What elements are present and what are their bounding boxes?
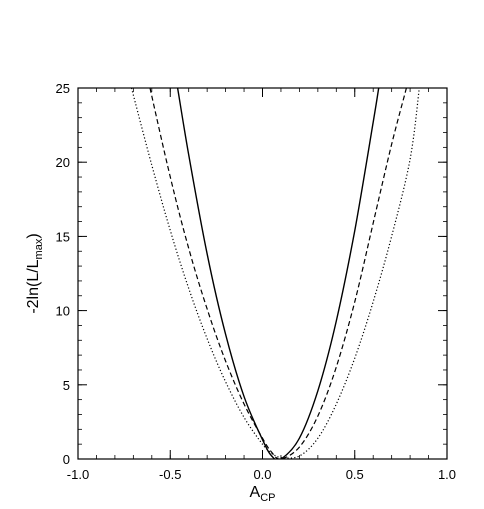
y-tick-label: 0 — [63, 452, 70, 467]
series-line-dashed — [149, 88, 407, 459]
y-axis-label: -2ln(L/Lmax) — [25, 233, 45, 313]
y-axis-label-suffix: ) — [25, 233, 42, 238]
y-axis-label-prefix: -2ln(L/L — [25, 259, 42, 313]
x-tick-label: 0.5 — [346, 467, 364, 482]
y-tick-label: 20 — [56, 155, 70, 170]
series-line-dotted — [130, 88, 420, 459]
y-tick-label: 10 — [56, 304, 70, 319]
x-axis-label-sub: CP — [260, 492, 275, 504]
y-tick-label: 25 — [56, 81, 70, 96]
y-tick-label: 5 — [63, 378, 70, 393]
series-line-solid — [176, 88, 380, 459]
x-axis-label-main: A — [250, 484, 261, 501]
x-tick-label: -0.5 — [159, 467, 181, 482]
tick-labels: -1.0 -0.5 0.0 0.5 1.0 0 5 10 15 20 25 — [56, 81, 457, 482]
y-axis-label-sub: max — [33, 238, 45, 259]
y-tick-label: 15 — [56, 229, 70, 244]
x-tick-label: 0.0 — [253, 467, 271, 482]
x-axis-label: ACP — [250, 484, 276, 504]
x-tick-label: -1.0 — [67, 467, 89, 482]
x-tick-label: 1.0 — [438, 467, 456, 482]
series-layer — [130, 88, 420, 459]
ticks-layer — [77, 87, 448, 460]
